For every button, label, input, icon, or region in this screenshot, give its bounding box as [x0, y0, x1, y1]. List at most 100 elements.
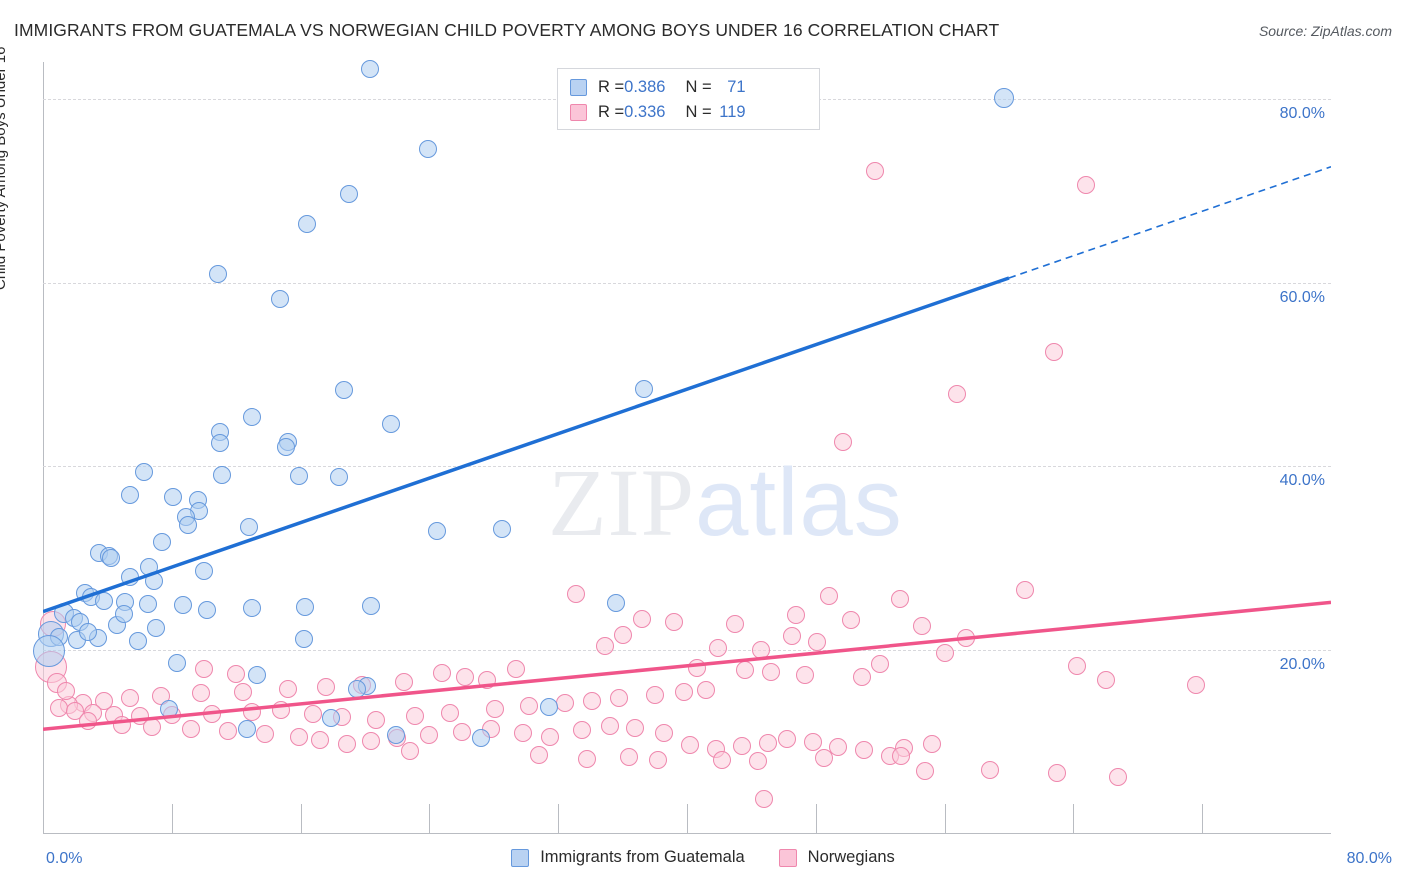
scatter-point[interactable] — [1096, 670, 1115, 689]
scatter-point[interactable] — [866, 162, 885, 181]
scatter-point[interactable] — [330, 468, 349, 487]
scatter-point[interactable] — [278, 679, 297, 698]
scatter-point[interactable] — [583, 691, 601, 710]
scatter-point[interactable] — [726, 615, 745, 634]
scatter-point[interactable] — [317, 677, 336, 696]
scatter-point[interactable] — [855, 741, 874, 760]
scatter-point[interactable] — [248, 666, 267, 684]
scatter-point[interactable] — [294, 630, 313, 649]
scatter-point[interactable] — [782, 627, 801, 646]
scatter-point[interactable] — [853, 667, 872, 686]
scatter-point[interactable] — [539, 698, 558, 717]
scatter-point[interactable] — [471, 728, 490, 747]
scatter-point[interactable] — [529, 745, 548, 764]
scatter-point[interactable] — [620, 747, 639, 766]
scatter-point[interactable] — [362, 732, 381, 751]
scatter-point[interactable] — [994, 87, 1015, 108]
scatter-point[interactable] — [626, 719, 645, 738]
scatter-point[interactable] — [492, 519, 511, 538]
scatter-point[interactable] — [829, 737, 848, 756]
scatter-point[interactable] — [153, 532, 172, 551]
scatter-point[interactable] — [842, 610, 861, 629]
scatter-point[interactable] — [211, 434, 230, 453]
scatter-point[interactable] — [541, 727, 560, 746]
scatter-point[interactable] — [916, 761, 935, 780]
scatter-point[interactable] — [338, 734, 357, 753]
scatter-point[interactable] — [405, 707, 424, 726]
scatter-point[interactable] — [146, 619, 165, 638]
scatter-point[interactable] — [191, 684, 210, 703]
scatter-point[interactable] — [114, 605, 133, 624]
scatter-point[interactable] — [871, 654, 890, 673]
scatter-point[interactable] — [748, 752, 767, 771]
scatter-point[interactable] — [595, 636, 614, 655]
scatter-point[interactable] — [935, 643, 954, 662]
scatter-point[interactable] — [665, 612, 684, 631]
scatter-point[interactable] — [433, 664, 452, 683]
scatter-point[interactable] — [732, 736, 751, 755]
scatter-point[interactable] — [578, 749, 597, 768]
scatter-point[interactable] — [128, 632, 147, 650]
scatter-point[interactable] — [948, 384, 967, 403]
scatter-point[interactable] — [233, 682, 252, 701]
scatter-point[interactable] — [513, 723, 532, 742]
scatter-point[interactable] — [573, 721, 592, 740]
scatter-point[interactable] — [777, 730, 796, 749]
scatter-point[interactable] — [243, 598, 262, 617]
scatter-point[interactable] — [645, 686, 664, 705]
scatter-point[interactable] — [270, 290, 289, 309]
scatter-point[interactable] — [243, 407, 262, 426]
scatter-point[interactable] — [649, 750, 668, 769]
scatter-point[interactable] — [238, 720, 257, 739]
scatter-point[interactable] — [418, 140, 437, 159]
scatter-point[interactable] — [441, 703, 460, 722]
scatter-point[interactable] — [289, 467, 308, 486]
scatter-point[interactable] — [681, 735, 700, 754]
scatter-point[interactable] — [600, 716, 619, 735]
scatter-point[interactable] — [890, 589, 909, 608]
scatter-point[interactable] — [167, 654, 186, 673]
scatter-point[interactable] — [174, 596, 193, 615]
scatter-point[interactable] — [138, 595, 157, 614]
scatter-point[interactable] — [566, 585, 585, 604]
scatter-point[interactable] — [761, 663, 780, 682]
scatter-point[interactable] — [819, 586, 838, 605]
scatter-point[interactable] — [335, 381, 354, 400]
scatter-point[interactable] — [787, 606, 806, 625]
series-legend-item[interactable]: Immigrants from Guatemala — [511, 848, 745, 867]
scatter-point[interactable] — [755, 790, 774, 809]
scatter-point[interactable] — [212, 465, 231, 484]
scatter-point[interactable] — [182, 720, 201, 739]
scatter-point[interactable] — [655, 723, 674, 742]
scatter-point[interactable] — [195, 659, 213, 678]
scatter-point[interactable] — [381, 415, 400, 434]
scatter-point[interactable] — [240, 518, 259, 537]
scatter-point[interactable] — [922, 734, 941, 753]
scatter-point[interactable] — [1016, 581, 1035, 600]
scatter-point[interactable] — [632, 609, 651, 628]
scatter-point[interactable] — [708, 639, 727, 658]
scatter-point[interactable] — [814, 748, 833, 767]
scatter-point[interactable] — [120, 688, 139, 707]
scatter-point[interactable] — [980, 760, 999, 779]
scatter-point[interactable] — [394, 673, 413, 692]
scatter-point[interactable] — [101, 549, 120, 568]
scatter-point[interactable] — [56, 681, 75, 700]
scatter-point[interactable] — [428, 521, 447, 540]
scatter-point[interactable] — [1186, 676, 1205, 695]
scatter-point[interactable] — [610, 688, 629, 707]
scatter-point[interactable] — [892, 746, 911, 765]
scatter-point[interactable] — [198, 600, 217, 619]
scatter-point[interactable] — [256, 724, 275, 743]
scatter-point[interactable] — [1048, 764, 1067, 783]
scatter-point[interactable] — [758, 734, 777, 752]
scatter-point[interactable] — [735, 661, 754, 680]
series-legend-item[interactable]: Norwegians — [778, 848, 895, 867]
scatter-point[interactable] — [455, 667, 474, 686]
scatter-point[interactable] — [913, 617, 932, 636]
scatter-point[interactable] — [520, 697, 539, 716]
scatter-point[interactable] — [795, 666, 814, 684]
scatter-point[interactable] — [507, 659, 526, 678]
scatter-point[interactable] — [298, 214, 317, 233]
scatter-point[interactable] — [674, 683, 693, 702]
